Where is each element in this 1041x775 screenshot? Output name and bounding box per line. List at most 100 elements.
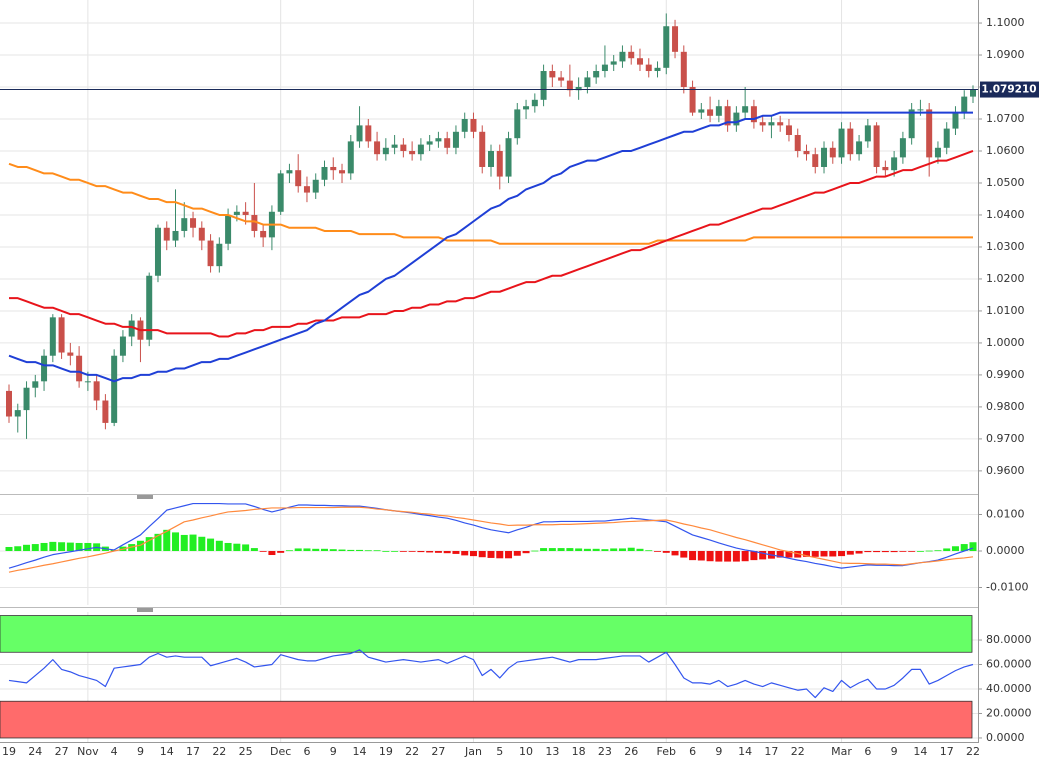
histogram-bar <box>873 551 881 553</box>
candle-body <box>111 355 118 423</box>
rsi-line <box>8 649 974 699</box>
histogram-bar <box>960 544 968 551</box>
y-tick-label: 1.0500 <box>986 176 1025 189</box>
x-tick-label: 14 <box>160 745 174 758</box>
x-tick-label: 6 <box>303 745 310 758</box>
histogram-bar <box>426 551 434 553</box>
histogram-bar <box>689 551 697 561</box>
candle-body <box>295 170 302 187</box>
histogram-bar <box>417 551 425 553</box>
y-tick-label: 40.0000 <box>986 682 1032 695</box>
y-tick-label: 0.0000 <box>986 731 1025 744</box>
macd-line <box>8 502 974 569</box>
candle-body <box>312 179 319 193</box>
y-tick-label: 0.9700 <box>986 432 1025 445</box>
histogram-bar <box>829 551 837 557</box>
candle-body <box>190 218 197 228</box>
candle-body <box>426 141 433 145</box>
candle-body <box>365 125 372 142</box>
histogram-bar <box>172 532 180 551</box>
candle-body <box>400 144 407 151</box>
candle-body <box>943 128 950 148</box>
histogram-bar <box>899 551 907 552</box>
candle-body <box>733 112 740 126</box>
candle-body <box>803 150 810 155</box>
x-tick-label: 9 <box>330 745 337 758</box>
histogram-bar <box>207 538 215 551</box>
candle-body <box>838 128 845 158</box>
histogram-bar <box>23 544 31 551</box>
candle-body <box>172 230 179 241</box>
histogram-bar <box>58 542 66 551</box>
candle-body <box>225 214 232 244</box>
candle-body <box>856 141 863 155</box>
candle-body <box>76 355 83 382</box>
histogram-bar <box>399 551 407 552</box>
histogram-bar <box>890 551 898 553</box>
y-tick-label: 0.9800 <box>986 400 1025 413</box>
histogram-bar <box>66 542 74 551</box>
histogram-bar <box>268 551 276 556</box>
histogram-bar <box>294 548 302 551</box>
candle-body <box>496 150 503 177</box>
y-tick-label: 1.0000 <box>986 336 1025 349</box>
candle-body <box>873 125 880 167</box>
histogram-bar <box>802 551 810 557</box>
x-tick-label: 17 <box>764 745 778 758</box>
panel-handle[interactable] <box>137 608 153 612</box>
histogram-bar <box>724 551 732 562</box>
x-tick-label: 25 <box>239 745 253 758</box>
rsi-band <box>0 615 973 653</box>
panel-handle[interactable] <box>137 495 153 499</box>
candle-body <box>84 381 91 383</box>
candle-body <box>899 138 906 158</box>
x-tick-label: 19 <box>379 745 393 758</box>
candle-body <box>654 67 661 72</box>
histogram-bar <box>189 534 197 551</box>
candle-body <box>777 122 784 126</box>
histogram-bar <box>969 542 977 551</box>
candle-body <box>584 77 591 88</box>
y-tick-label: 1.0700 <box>986 112 1025 125</box>
candle-body <box>479 131 486 167</box>
candle-body <box>93 381 100 401</box>
candle-body <box>636 58 643 65</box>
histogram-bar <box>864 551 872 553</box>
histogram-bar <box>732 551 740 562</box>
histogram-bar <box>303 548 311 551</box>
candle-body <box>812 154 819 167</box>
candle-body <box>321 166 328 180</box>
histogram-bar <box>347 549 355 551</box>
histogram-bar <box>610 548 618 551</box>
moving-average-line <box>8 111 973 383</box>
candle-body <box>242 211 249 215</box>
histogram-bar <box>522 551 530 554</box>
candle-body <box>891 157 898 171</box>
histogram-bar <box>951 546 959 551</box>
candle-body <box>549 71 556 78</box>
histogram-bar <box>452 551 460 554</box>
rsi-band <box>0 700 973 739</box>
histogram-bar <box>163 529 171 551</box>
y-tick-label: 60.0000 <box>986 658 1032 671</box>
histogram-bar <box>776 551 784 558</box>
candle-body <box>628 51 635 59</box>
candle-body <box>102 400 109 423</box>
candle-body <box>619 51 626 62</box>
candle-body <box>715 106 722 116</box>
histogram-bar <box>645 550 653 552</box>
candle-body <box>750 106 757 123</box>
histogram-bar <box>811 551 819 557</box>
candle-body <box>181 218 188 231</box>
candle-body <box>663 26 670 68</box>
candle-body <box>768 122 775 126</box>
histogram-bar <box>759 551 767 560</box>
histogram-bar <box>785 551 793 558</box>
candle-body <box>558 77 565 81</box>
histogram-bar <box>916 551 924 552</box>
candle-body <box>128 320 135 337</box>
histogram-bar <box>636 548 644 551</box>
histogram-bar <box>224 542 232 551</box>
candle-body <box>58 317 65 353</box>
